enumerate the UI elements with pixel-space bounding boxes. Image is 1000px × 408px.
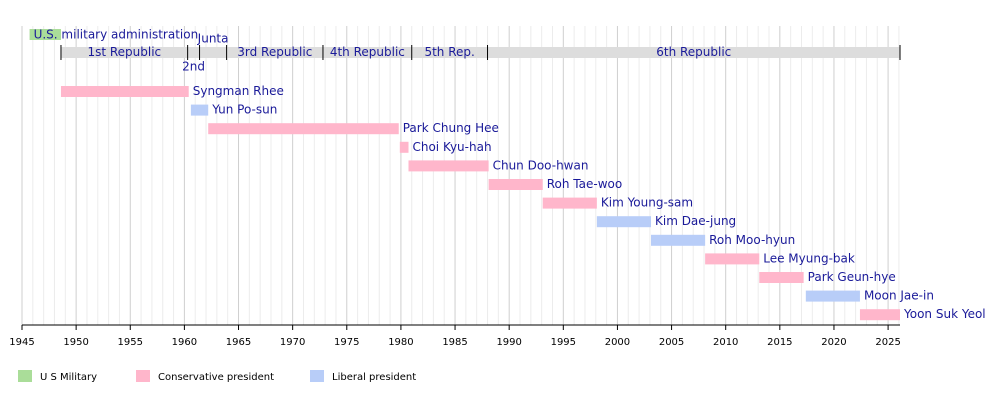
x-tick-label: 2000 xyxy=(605,337,630,348)
era-bar xyxy=(187,47,200,58)
x-tick-label: 1950 xyxy=(63,337,88,348)
legend-label: U S Military xyxy=(40,372,97,383)
bar-label: Kim Dae-jung xyxy=(655,214,736,228)
era-label: 2nd xyxy=(182,60,205,74)
bar-label: Roh Tae-woo xyxy=(547,177,622,191)
era-label: 5th Rep. xyxy=(424,45,474,59)
era-label: 4th Republic xyxy=(330,45,405,59)
era-bar xyxy=(199,47,227,58)
legend-label: Liberal president xyxy=(332,372,416,383)
bar-label: Roh Moo-hyun xyxy=(709,233,795,247)
bar xyxy=(859,309,900,321)
legend-swatch xyxy=(136,370,150,382)
bar-label: Yun Po-sun xyxy=(211,103,277,117)
bar-label: Chun Doo-hwan xyxy=(493,158,589,172)
bar xyxy=(542,197,597,209)
legend-swatch xyxy=(310,370,324,382)
era-bar xyxy=(487,47,900,58)
x-tick-label: 2015 xyxy=(767,337,792,348)
x-tick-label: 2025 xyxy=(875,337,900,348)
legend-label: Conservative president xyxy=(158,372,274,383)
x-tick-label: 1995 xyxy=(551,337,576,348)
bar xyxy=(190,104,209,116)
bar-label: Lee Myung-bak xyxy=(763,251,855,265)
era-bar xyxy=(411,47,488,58)
era-label: 6th Republic xyxy=(656,45,731,59)
era-bar xyxy=(60,47,188,58)
bar-label: Syngman Rhee xyxy=(193,84,284,98)
x-tick-label: 1985 xyxy=(442,337,467,348)
bar xyxy=(488,179,543,190)
era-bar xyxy=(226,47,323,58)
bar xyxy=(29,29,61,40)
bar-label: Park Geun-hye xyxy=(808,270,896,284)
bar xyxy=(650,234,706,246)
x-tick-label: 1970 xyxy=(280,337,305,348)
x-tick-label: 2005 xyxy=(659,337,684,348)
x-tick-label: 1980 xyxy=(388,337,413,348)
bar xyxy=(705,253,760,265)
x-tick-label: 1990 xyxy=(496,337,521,348)
x-tick-label: 1975 xyxy=(334,337,359,348)
bar-label: Choi Kyu-hah xyxy=(412,140,491,154)
bar xyxy=(399,141,409,153)
bar-label: U.S. military administration xyxy=(34,28,199,42)
bar xyxy=(60,86,189,97)
bar xyxy=(805,290,860,302)
x-tick-label: 1955 xyxy=(118,337,143,348)
bar xyxy=(208,123,399,135)
x-tick-label: 1965 xyxy=(226,337,251,348)
bar-label: Kim Young-sam xyxy=(601,196,693,210)
x-tick-label: 1945 xyxy=(9,337,34,348)
era-bar xyxy=(322,47,412,58)
x-tick-label: 1960 xyxy=(172,337,197,348)
bar xyxy=(759,272,804,283)
x-tick-label: 2010 xyxy=(713,337,738,348)
era-label: 3rd Republic xyxy=(237,45,312,59)
bar-label: Yoon Suk Yeol xyxy=(903,307,986,321)
bar xyxy=(408,160,489,172)
bar-label: Moon Jae-in xyxy=(864,289,934,303)
x-tick-label: 2020 xyxy=(821,337,846,348)
legend-swatch xyxy=(18,370,32,382)
era-label: Junta xyxy=(197,32,229,46)
bar xyxy=(596,216,651,228)
bar-label: Park Chung Hee xyxy=(403,121,499,135)
era-label: 1st Republic xyxy=(87,45,161,59)
